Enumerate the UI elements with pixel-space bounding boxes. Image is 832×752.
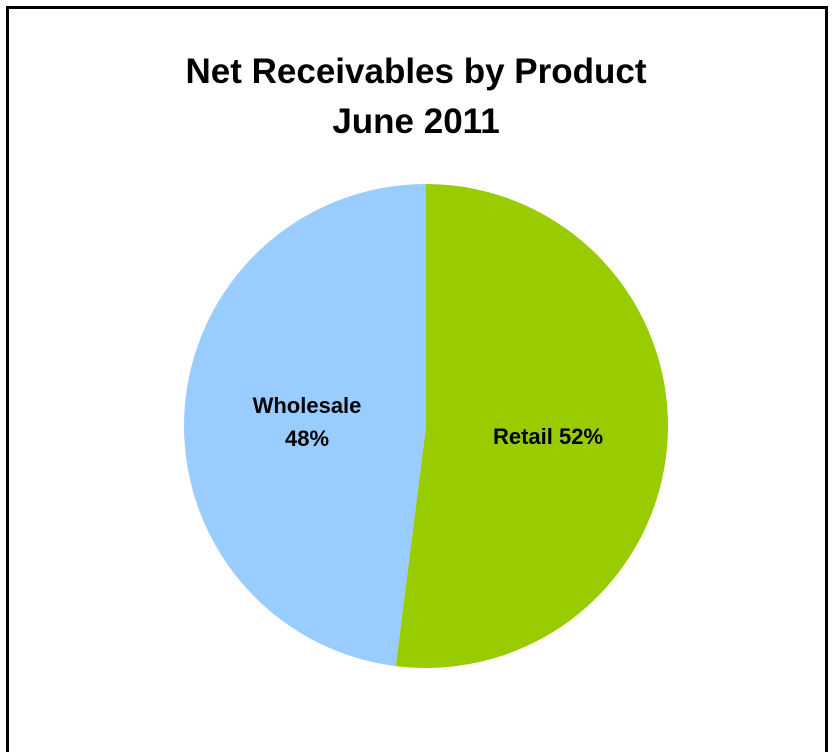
chart-subtitle: June 2011 [332, 102, 500, 141]
slice-label-wholesale-name: Wholesale [253, 393, 362, 418]
slice-label-wholesale-percent: 48% [285, 426, 329, 451]
chart-title: Net Receivables by Product [185, 52, 647, 91]
pie-slice-retail [395, 183, 669, 668]
slice-label-retail: Retail 52% [493, 424, 603, 449]
pie-slice-wholesale [184, 184, 426, 667]
